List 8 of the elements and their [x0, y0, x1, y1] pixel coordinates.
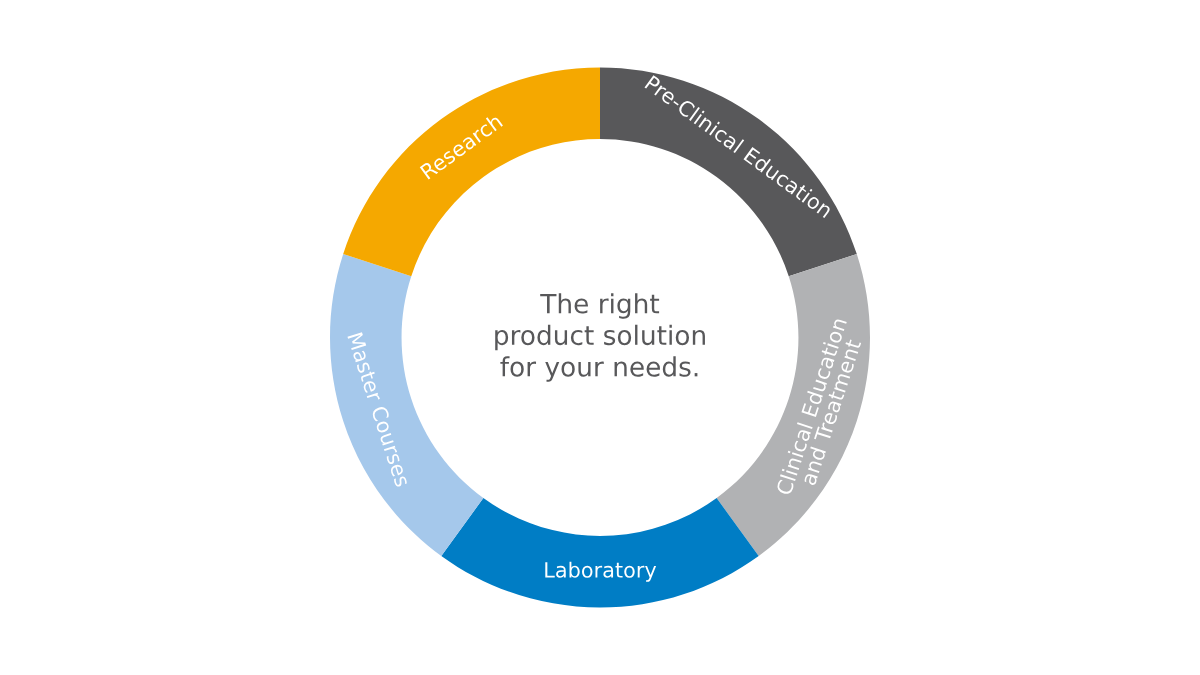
donut-slice: [600, 67, 857, 277]
donut-slice: [343, 67, 600, 277]
slice-label: Laboratory: [545, 561, 657, 582]
donut-slice: [330, 254, 484, 556]
text: The right product solution for your needs.: [495, 293, 705, 382]
donut-slice: [716, 254, 870, 556]
slice-label: Master Courses: [347, 332, 412, 488]
donut-slice: [441, 498, 759, 608]
